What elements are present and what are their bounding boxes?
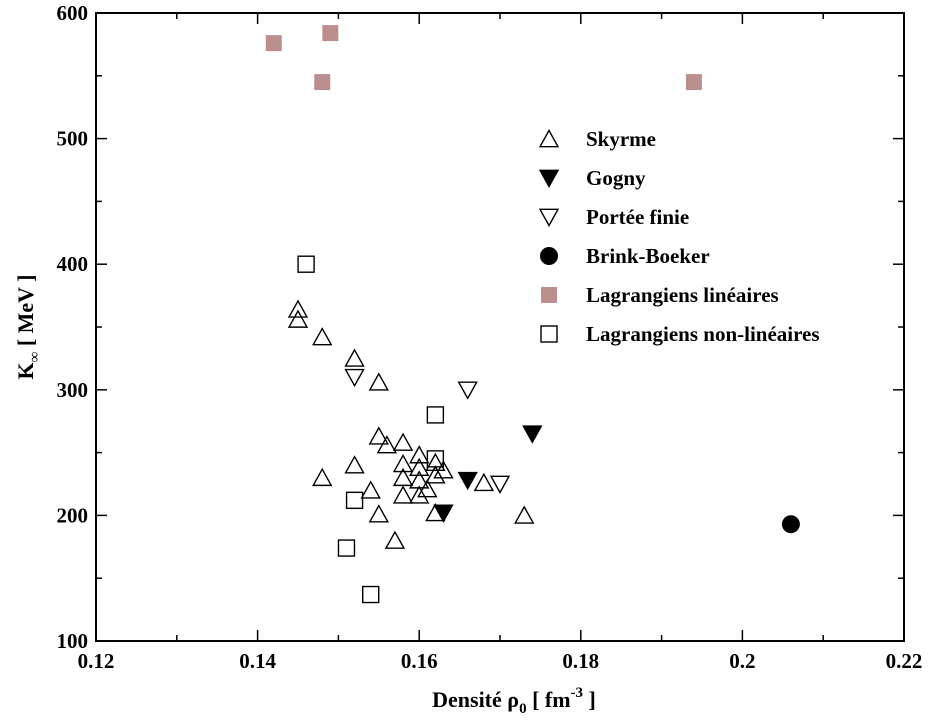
point-skyrme	[384, 530, 406, 549]
point-skyrme	[368, 372, 389, 391]
point-skyrme	[376, 435, 398, 454]
legend-label-portee-finie: Portée finie	[586, 205, 689, 229]
y-tick-label: 300	[57, 378, 89, 402]
point-brink-boeker	[781, 515, 800, 534]
point-skyrme	[392, 453, 414, 473]
point-skyrme	[287, 309, 309, 328]
point-skyrme	[417, 479, 438, 498]
y-tick-label: 200	[57, 503, 89, 527]
x-tick-label: 0.16	[401, 649, 438, 673]
point-portee-finie	[489, 475, 511, 494]
legend-marker-brink-boeker	[540, 247, 558, 265]
legend-label-brink-boeker: Brink-Boeker	[586, 244, 710, 268]
legend-marker-gogny	[538, 169, 560, 188]
point-lagrangiens-non-lineaires	[297, 255, 315, 273]
legend-label-lagrangiens-non-lineaires: Lagrangiens non-linéaires	[586, 322, 820, 346]
point-skyrme	[287, 299, 309, 318]
point-skyrme	[392, 485, 414, 504]
point-skyrme	[409, 485, 430, 504]
point-skyrme	[344, 455, 365, 474]
y-tick-label: 100	[57, 629, 89, 653]
point-skyrme	[409, 445, 430, 464]
point-skyrme	[368, 504, 389, 523]
point-skyrme	[344, 348, 365, 367]
point-skyrme	[433, 460, 454, 479]
x-tick-label: 0.14	[239, 649, 276, 673]
point-lagrangiens-non-lineaires	[426, 450, 445, 468]
y-tick-label: 400	[57, 252, 89, 276]
point-skyrme	[312, 467, 333, 487]
point-skyrme	[368, 426, 389, 445]
y-axis-label: K∞ [ MeV ]	[13, 275, 43, 380]
point-skyrme	[360, 480, 381, 499]
y-tick-labels: 100 200 300 400 500 600	[57, 1, 89, 653]
point-gogny	[457, 471, 478, 491]
point-portee-finie	[457, 381, 478, 400]
x-tick-label: 0.2	[729, 649, 755, 673]
x-tick-labels: 0.12 0.14 0.16 0.18 0.2 0.22	[78, 649, 923, 673]
point-lagrangiens-lineaires	[685, 74, 702, 91]
point-lagrangiens-non-lineaires	[345, 491, 364, 510]
axis-ticks	[95, 12, 905, 642]
point-lagrangiens-lineaires	[322, 25, 339, 42]
point-lagrangiens-non-lineaires	[337, 539, 356, 557]
data-points	[265, 25, 800, 604]
point-skyrme	[514, 505, 535, 524]
y-tick-label: 600	[57, 1, 89, 25]
point-portee-finie	[344, 368, 365, 388]
legend-label-skyrme: Skyrme	[586, 127, 656, 151]
point-lagrangiens-lineaires	[265, 35, 282, 52]
point-lagrangiens-non-lineaires	[426, 406, 445, 424]
point-lagrangiens-lineaires	[314, 74, 331, 91]
x-axis-label: Densité ρ0 [ fm-3 ]	[432, 685, 596, 717]
point-skyrme	[425, 465, 446, 484]
legend-marker-portee-finie	[538, 208, 560, 227]
legend-label-lagrangiens-lineaires: Lagrangiens linéaires	[586, 283, 779, 307]
point-skyrme	[425, 452, 446, 471]
point-gogny	[522, 425, 543, 444]
legend-marker-skyrme	[538, 129, 560, 148]
x-tick-label: 0.12	[78, 649, 115, 673]
legend-label-gogny: Gogny	[586, 166, 646, 190]
legend-marker-lagrangiens-lineaires	[541, 287, 557, 303]
x-tick-label: 0.18	[562, 649, 599, 673]
legend: Skyrme Gogny Portée finie Brink-Boeker Lagra…	[538, 127, 820, 346]
point-skyrme	[473, 472, 495, 492]
point-skyrme	[392, 432, 414, 451]
legend-marker-lagrangiens-non-lineaires	[540, 325, 558, 343]
point-skyrme	[409, 457, 430, 477]
point-skyrme	[312, 327, 333, 346]
y-tick-label: 500	[57, 127, 89, 151]
point-gogny	[433, 504, 454, 523]
x-tick-label: 0.22	[886, 649, 923, 673]
point-lagrangiens-non-lineaires	[362, 585, 380, 604]
